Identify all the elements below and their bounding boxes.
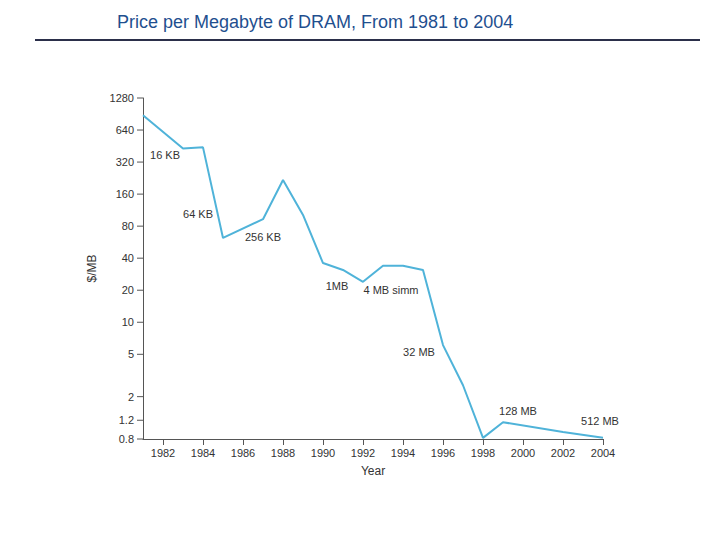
svg-text:20: 20 [122, 284, 134, 296]
svg-text:10: 10 [122, 316, 134, 328]
svg-text:1982: 1982 [151, 447, 175, 459]
svg-text:16 KB: 16 KB [150, 149, 180, 161]
svg-text:1988: 1988 [271, 447, 295, 459]
svg-text:2004: 2004 [591, 447, 615, 459]
svg-text:2002: 2002 [551, 447, 575, 459]
svg-text:1996: 1996 [431, 447, 455, 459]
svg-text:1990: 1990 [311, 447, 335, 459]
svg-text:64 KB: 64 KB [183, 208, 213, 220]
svg-text:0.8: 0.8 [119, 433, 134, 445]
svg-text:512 MB: 512 MB [581, 415, 619, 427]
svg-text:1280: 1280 [110, 92, 134, 104]
svg-text:2: 2 [128, 391, 134, 403]
svg-text:5: 5 [128, 348, 134, 360]
svg-text:32 MB: 32 MB [403, 346, 435, 358]
svg-text:256 KB: 256 KB [245, 231, 281, 243]
svg-text:128 MB: 128 MB [499, 405, 537, 417]
svg-text:2000: 2000 [511, 447, 535, 459]
svg-text:1.2: 1.2 [119, 414, 134, 426]
svg-text:40: 40 [122, 252, 134, 264]
svg-text:1992: 1992 [351, 447, 375, 459]
svg-text:160: 160 [116, 188, 134, 200]
svg-text:1986: 1986 [231, 447, 255, 459]
svg-text:1994: 1994 [391, 447, 415, 459]
svg-text:$/MB: $/MB [85, 254, 99, 282]
svg-text:Price per Megabyte of DRAM, Fr: Price per Megabyte of DRAM, From 1981 to… [117, 12, 513, 32]
svg-text:640: 640 [116, 124, 134, 136]
svg-text:4 MB simm: 4 MB simm [364, 284, 419, 296]
svg-text:1984: 1984 [191, 447, 215, 459]
svg-text:1998: 1998 [471, 447, 495, 459]
svg-text:320: 320 [116, 156, 134, 168]
svg-text:1MB: 1MB [326, 280, 349, 292]
svg-text:Year: Year [361, 464, 385, 478]
svg-text:80: 80 [122, 220, 134, 232]
